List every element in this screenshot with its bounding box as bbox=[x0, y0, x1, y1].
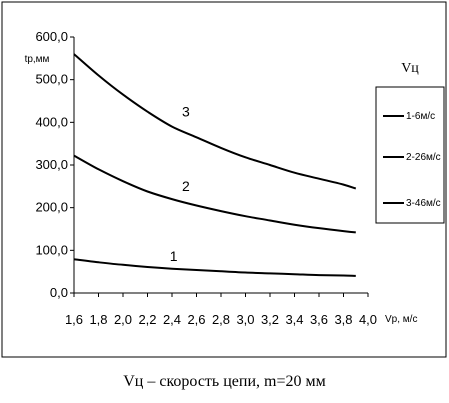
chart-frame bbox=[1, 1, 447, 358]
y-tick-label: 300,0 bbox=[35, 157, 68, 172]
x-tick-label: 3,2 bbox=[261, 312, 279, 327]
legend-entry-2: 2-26м/с bbox=[406, 152, 441, 163]
figure-caption: Vц – скорость цепи, m=20 мм bbox=[123, 373, 326, 390]
x-tick-label: 3,0 bbox=[236, 312, 254, 327]
x-tick-label: 2,8 bbox=[212, 312, 230, 327]
series-line-1 bbox=[73, 258, 356, 277]
legend-entry-1: 1-6м/с bbox=[406, 111, 435, 122]
x-tick-label: 1,6 bbox=[65, 312, 83, 327]
legend: Vц 1-6м/с 2-26м/с 3-46м/с bbox=[375, 61, 445, 224]
curve-label-1: 1 bbox=[170, 248, 178, 264]
x-tick-label: 3,6 bbox=[310, 312, 328, 327]
x-tick-label: 2,0 bbox=[114, 312, 132, 327]
legend-entry-3: 3-46м/с bbox=[406, 198, 441, 209]
chart: 0,0 100,0 200,0 300,0 400,0 500,0 600,0 1,6 1,8 2… bbox=[1, 1, 447, 358]
x-tick-label: 2,2 bbox=[138, 312, 156, 327]
series-line-2 bbox=[73, 154, 356, 234]
y-tick-label: 400,0 bbox=[35, 114, 68, 129]
y-tick-label: 0,0 bbox=[50, 285, 68, 300]
y-tick-label: 100,0 bbox=[35, 242, 68, 257]
y-tick-label: 200,0 bbox=[35, 200, 68, 215]
x-axis-title: Vр, м/с bbox=[385, 314, 417, 325]
axes: 0,0 100,0 200,0 300,0 400,0 500,0 600,0 1,6 1,8 2… bbox=[25, 29, 418, 327]
y-tick-label: 600,0 bbox=[35, 29, 68, 44]
x-tick-label: 1,8 bbox=[89, 312, 107, 327]
legend-box bbox=[375, 86, 445, 224]
series-line-3 bbox=[73, 53, 357, 190]
y-tick-label: 500,0 bbox=[35, 72, 68, 87]
y-axis-title: tр,мм bbox=[25, 54, 50, 65]
x-tick-label: 4,0 bbox=[359, 312, 377, 327]
curve-label-3: 3 bbox=[182, 104, 190, 120]
x-tick-label: 3,4 bbox=[285, 312, 303, 327]
curves: 1 2 3 bbox=[73, 53, 357, 277]
x-tick-label: 2,6 bbox=[187, 312, 205, 327]
x-tick-label: 2,4 bbox=[163, 312, 181, 327]
curve-label-2: 2 bbox=[182, 178, 190, 194]
legend-title: Vц bbox=[401, 61, 419, 76]
x-tick-label: 3,8 bbox=[334, 312, 352, 327]
